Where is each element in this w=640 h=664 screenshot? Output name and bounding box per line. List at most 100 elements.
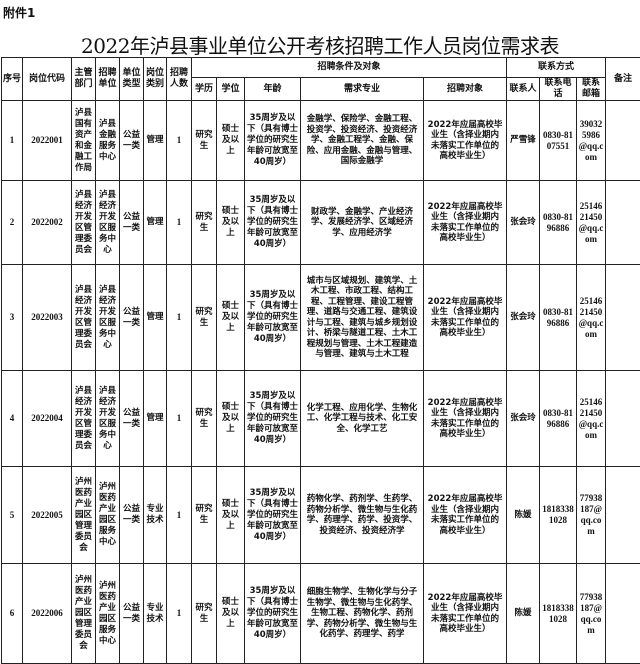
cell-education: 研究生 (192, 101, 217, 181)
header-dept: 主管部门 (72, 58, 96, 101)
cell-age: 35周岁及以下（具有博士学位的研究生年龄可放宽至40周岁） (245, 564, 301, 664)
header-seq: 序号 (2, 58, 23, 101)
cell-major: 药物化学、药剂学、生药学、药物分析学、微生物与生化药学、药理学、药学、投资学、投… (301, 467, 424, 564)
cell-age: 35周岁及以下（具有博士学位的研究生年龄可放宽至40周岁） (245, 467, 301, 564)
cell-degree: 硕士及以上 (217, 101, 245, 181)
header-unit: 招聘单位 (96, 58, 120, 101)
cell-email: 77938187@qq.com (577, 467, 606, 564)
cell-code: 2022001 (23, 101, 72, 181)
cell-target: 2022年应届高校毕业生（含择业期内未落实工作单位的高校毕业生） (424, 265, 507, 371)
header-education: 学历 (192, 78, 217, 101)
cell-email: 2514621450@qq.com (577, 265, 606, 371)
cell-target: 2022年应届高校毕业生（含择业期内未落实工作单位的高校毕业生） (424, 181, 507, 265)
page-title: 2022年泸县事业单位公开考核招聘工作人员岗位需求表 (0, 30, 640, 59)
cell-count: 1 (167, 265, 192, 371)
cell-dept: 泸州医药产业园区管理委员会 (72, 564, 96, 664)
header-post-type: 岗位类别 (144, 58, 167, 101)
cell-unit: 泸县经济开发区服务中心 (96, 265, 120, 371)
cell-count: 1 (167, 371, 192, 467)
cell-unit-type: 公益一类 (120, 101, 144, 181)
job-requirements-table: 序号 岗位代码 主管部门 招聘单位 单位类型 岗位类别 招聘人数 招聘条件及对象… (1, 57, 640, 664)
header-contact: 联系方式 (507, 58, 606, 78)
cell-post-type: 管理 (144, 371, 167, 467)
cell-seq: 2 (2, 181, 23, 265)
cell-phone: 0830-8107551 (540, 101, 577, 181)
header-email: 联系邮箱 (577, 78, 606, 101)
cell-count: 1 (167, 101, 192, 181)
cell-education: 研究生 (192, 265, 217, 371)
cell-seq: 4 (2, 371, 23, 467)
cell-unit-type: 公益一类 (120, 181, 144, 265)
cell-major: 细胞生物学、生物化学与分子生物学、微生物与生化药学、生物工程、药物化学、药剂学、… (301, 564, 424, 664)
cell-degree: 硕士及以上 (217, 371, 245, 467)
cell-unit-type: 公益一类 (120, 467, 144, 564)
header-conditions: 招聘条件及对象 (192, 58, 507, 78)
cell-contact-person: 张会玲 (507, 265, 540, 371)
cell-unit: 泸州医药产业园区服务中心 (96, 564, 120, 664)
header-phone: 联系电话 (540, 78, 577, 101)
cell-phone: 18183381028 (540, 467, 577, 564)
cell-dept: 泸县国有资产和金融工作局 (72, 101, 96, 181)
cell-unit-type: 公益一类 (120, 564, 144, 664)
cell-seq: 6 (2, 564, 23, 664)
cell-education: 研究生 (192, 181, 217, 265)
cell-phone: 0830-8196886 (540, 181, 577, 265)
cell-unit-type: 公益一类 (120, 371, 144, 467)
attachment-label: 附件1 (3, 4, 35, 21)
cell-email: 390325986@qq.com (577, 101, 606, 181)
cell-seq: 5 (2, 467, 23, 564)
header-contact-person: 联系人 (507, 78, 540, 101)
cell-unit: 泸州医药产业园区服务中心 (96, 467, 120, 564)
cell-post-type: 专业技术 (144, 564, 167, 664)
cell-age: 35周岁及以下（具有博士学位的研究生年龄可放宽至40周岁） (245, 265, 301, 371)
header-code: 岗位代码 (23, 58, 72, 101)
header-target: 招聘对象 (424, 78, 507, 101)
cell-degree: 硕士及以上 (217, 564, 245, 664)
cell-code: 2022002 (23, 181, 72, 265)
cell-target: 2022年应届高校毕业生（含择业期内未落实工作单位的高校毕业生） (424, 564, 507, 664)
cell-unit-type: 公益一类 (120, 265, 144, 371)
cell-email: 2514621450@qq.com (577, 181, 606, 265)
header-unit-type: 单位类型 (120, 58, 144, 101)
cell-degree: 硕士及以上 (217, 467, 245, 564)
cell-remark (606, 181, 640, 265)
cell-major: 城市与区域规划、建筑学、土木工程、市政工程、结构工程、工程管理、建设工程管理、道… (301, 265, 424, 371)
cell-contact-person: 陈媛 (507, 467, 540, 564)
cell-seq: 3 (2, 265, 23, 371)
cell-remark (606, 467, 640, 564)
cell-age: 35周岁及以下（具有博士学位的研究生年龄可放宽至40周岁） (245, 181, 301, 265)
cell-code: 2022005 (23, 467, 72, 564)
cell-contact-person: 严雪锋 (507, 101, 540, 181)
cell-dept: 泸县经济开发区管理委员会 (72, 371, 96, 467)
cell-degree: 硕士及以上 (217, 265, 245, 371)
cell-degree: 硕士及以上 (217, 181, 245, 265)
cell-count: 1 (167, 181, 192, 265)
cell-dept: 泸县经济开发区管理委员会 (72, 181, 96, 265)
cell-target: 2022年应届高校毕业生（含择业期内未落实工作单位的高校毕业生） (424, 467, 507, 564)
cell-major: 化学工程、应用化学、生物化工、化学工程与技术、化工安全、化学工艺 (301, 371, 424, 467)
header-row: 序号 岗位代码 主管部门 招聘单位 单位类型 岗位类别 招聘人数 招聘条件及对象… (2, 58, 640, 78)
cell-post-type: 管理 (144, 265, 167, 371)
cell-dept: 泸县经济开发区管理委员会 (72, 265, 96, 371)
cell-code: 2022003 (23, 265, 72, 371)
cell-phone: 0830-8196886 (540, 265, 577, 371)
cell-phone: 18183381028 (540, 564, 577, 664)
cell-code: 2022006 (23, 564, 72, 664)
cell-target: 2022年应届高校毕业生（含择业期内未落实工作单位的高校毕业生） (424, 371, 507, 467)
header-major: 需求专业 (301, 78, 424, 101)
cell-contact-person: 张会玲 (507, 181, 540, 265)
cell-remark (606, 265, 640, 371)
cell-email: 2514621450@qq.com (577, 371, 606, 467)
cell-unit: 泸县经济开发区服务中心 (96, 181, 120, 265)
cell-contact-person: 张会玲 (507, 371, 540, 467)
header-age: 年龄 (245, 78, 301, 101)
cell-age: 35周岁及以下（具有博士学位的研究生年龄可放宽至40周岁） (245, 101, 301, 181)
cell-post-type: 管理 (144, 101, 167, 181)
cell-code: 2022004 (23, 371, 72, 467)
cell-seq: 1 (2, 101, 23, 181)
